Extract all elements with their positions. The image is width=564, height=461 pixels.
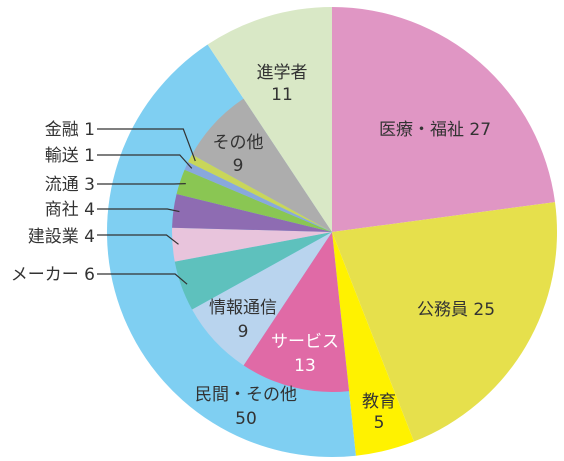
outer-slice-2 — [332, 232, 414, 456]
label-distribution: 流通 3 — [45, 175, 95, 195]
label-finance: 金融 1 — [45, 120, 95, 140]
outer-slice-0 — [332, 7, 556, 232]
label-other-name: その他 — [213, 133, 264, 153]
label-it-name: 情報通信 — [209, 298, 277, 318]
inner-slice-6 — [184, 162, 332, 232]
label-services-value: 13 — [294, 356, 316, 376]
label-construction: 建設業 4 — [28, 227, 95, 247]
inner-slice-4 — [172, 194, 332, 232]
leader-line-4 — [97, 208, 180, 213]
leader-line-3 — [97, 234, 179, 245]
inner-slice-8 — [192, 98, 332, 232]
inner-slice-2 — [174, 232, 332, 310]
leader-line-2 — [97, 273, 188, 285]
label-civil-servant: 公務員 25 — [417, 300, 495, 320]
inner-slice-3 — [172, 227, 332, 262]
label-it-value: 9 — [238, 322, 249, 342]
leader-line-6 — [97, 154, 193, 169]
label-medical-welfare: 医療・福祉 27 — [379, 120, 491, 140]
outer-slice-1 — [332, 202, 558, 442]
label-further-study-name: 進学者 — [257, 63, 308, 83]
label-private-other-value: 50 — [235, 409, 257, 429]
outer-slice-4 — [207, 7, 332, 232]
label-trading: 商社 4 — [45, 200, 95, 220]
label-services-name: サービス — [271, 332, 339, 352]
label-further-study-value: 11 — [271, 85, 293, 105]
label-private-other-name: 民間・その他 — [195, 385, 297, 405]
label-other-value: 9 — [233, 156, 244, 176]
leader-line-7 — [97, 128, 196, 162]
leader-lines — [97, 128, 196, 285]
label-education-value: 5 — [374, 413, 385, 433]
inner-slice-5 — [176, 169, 332, 232]
inner-slice-0 — [243, 232, 350, 392]
inner-slice-1 — [192, 232, 332, 366]
label-transport: 輸送 1 — [45, 146, 95, 166]
label-education-name: 教育 — [362, 392, 396, 412]
inner-slices — [172, 98, 350, 392]
inner-slice-7 — [188, 154, 332, 232]
label-manufacturer: メーカー 6 — [11, 265, 95, 285]
